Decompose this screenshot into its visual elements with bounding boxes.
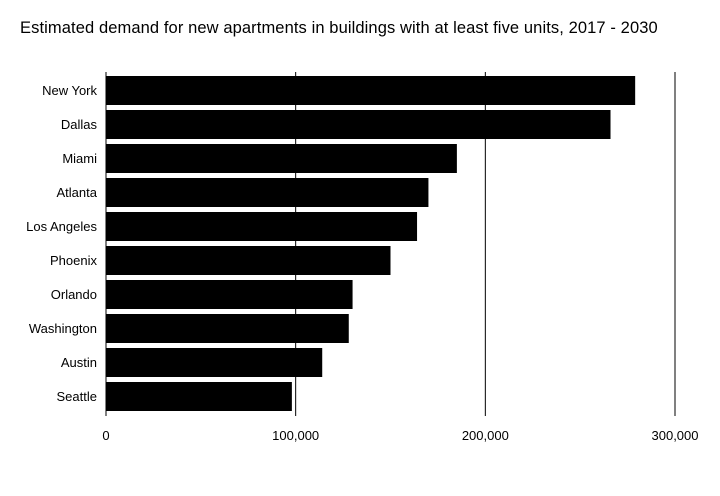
bar bbox=[106, 212, 418, 241]
chart-title: Estimated demand for new apartments in b… bbox=[20, 19, 658, 37]
x-tick-label: 100,000 bbox=[272, 428, 319, 443]
bar bbox=[106, 144, 457, 173]
bar bbox=[106, 178, 429, 207]
category-label: Austin bbox=[61, 355, 97, 370]
category-labels: New York Dallas Miami Atlanta Los Angeles Pho… bbox=[26, 83, 98, 404]
category-label: Dallas bbox=[61, 117, 98, 132]
bar bbox=[106, 246, 391, 275]
x-tick-label: 300,000 bbox=[652, 428, 699, 443]
category-label: Phoenix bbox=[50, 253, 97, 268]
category-label: Seattle bbox=[57, 389, 97, 404]
x-tick-label: 0 bbox=[102, 428, 109, 443]
category-label: New York bbox=[42, 83, 97, 98]
bars bbox=[106, 76, 636, 411]
category-label: Miami bbox=[62, 151, 97, 166]
category-label: Atlanta bbox=[57, 185, 98, 200]
bar bbox=[106, 280, 353, 309]
bar bbox=[106, 76, 636, 105]
x-tick-label: 200,000 bbox=[462, 428, 509, 443]
bar bbox=[106, 382, 292, 411]
category-label: Orlando bbox=[51, 287, 97, 302]
bar bbox=[106, 314, 349, 343]
bar bbox=[106, 110, 611, 139]
category-label: Los Angeles bbox=[26, 219, 97, 234]
tick-labels: 0 100,000 200,000 300,000 bbox=[102, 428, 698, 443]
category-label: Washington bbox=[29, 321, 97, 336]
bar bbox=[106, 348, 323, 377]
